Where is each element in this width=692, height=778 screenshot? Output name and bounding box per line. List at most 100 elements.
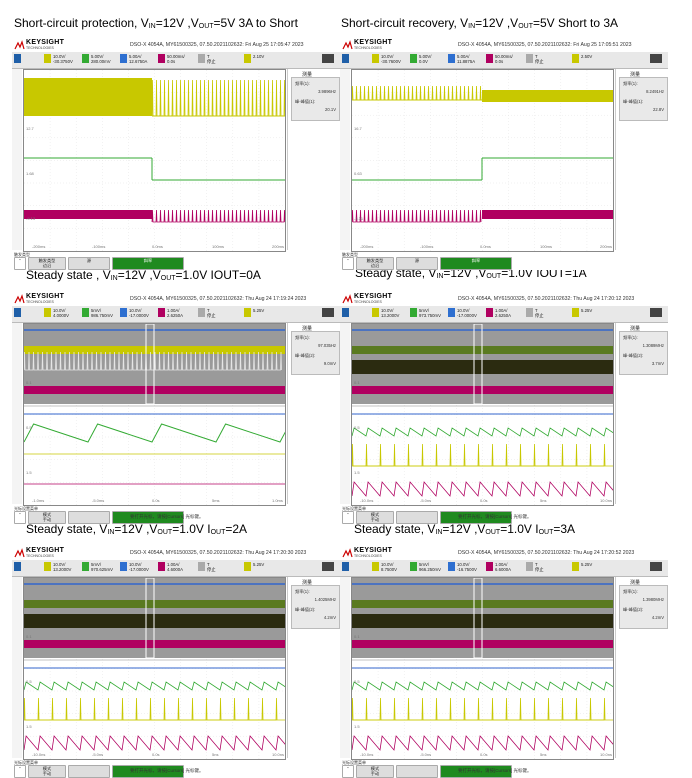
- x-tick-label: -5.0ms: [92, 498, 104, 503]
- channel-bar: 10.0V/8.7500V 5mV/966.250mV 10.0V/-16.75…: [340, 560, 668, 577]
- softkey-1[interactable]: 触发类型 边沿: [28, 257, 66, 270]
- channel-markers: [340, 69, 350, 250]
- softkey-2[interactable]: 源: [68, 257, 110, 270]
- menu-icon[interactable]: [322, 562, 336, 573]
- ch3-readout[interactable]: 10.0V/-17.0000V: [120, 562, 149, 573]
- timebase-readout[interactable]: T 停止: [526, 54, 544, 65]
- ch4-readout[interactable]: 1.00A/2.6250A: [158, 308, 183, 319]
- softkey-2[interactable]: [396, 511, 438, 524]
- measure-label-2: 峰-峰值(1):: [295, 99, 316, 104]
- timebase-readout[interactable]: T 停止: [526, 308, 544, 319]
- ch2-readout[interactable]: 5mV/973.750mV: [410, 308, 441, 319]
- ch4-readout[interactable]: 50.00ms/0.0s: [486, 54, 513, 65]
- ch2-readout[interactable]: 5mV/970.625mV: [82, 562, 113, 573]
- ch1-readout[interactable]: 10.0V/-30.3750V: [44, 54, 73, 65]
- menu-icon[interactable]: [650, 562, 664, 573]
- status-line: DSO-X 4054A, MY61500325, 07.50.202110263…: [458, 550, 635, 556]
- ch1-setting[interactable]: [14, 562, 23, 573]
- menu-icon[interactable]: [322, 54, 336, 65]
- ch1-readout[interactable]: 10.0V/13.2000V: [372, 308, 399, 319]
- timebase-readout[interactable]: T 停止: [198, 54, 216, 65]
- x-tick-label: 1.0ms: [272, 498, 283, 503]
- softkey-3[interactable]: [112, 511, 184, 524]
- ch1-setting[interactable]: [342, 54, 351, 65]
- ch4-readout[interactable]: 50.00ms/0.0s: [158, 54, 185, 65]
- ch1-readout[interactable]: 10.0V/13.2000V: [44, 562, 71, 573]
- y-tick-label: 0.5: [354, 679, 360, 684]
- x-tick-label: -200ms: [32, 244, 45, 249]
- ch1-setting[interactable]: [342, 308, 351, 319]
- trigger-readout[interactable]: 5.25V: [572, 308, 592, 319]
- softkey-2[interactable]: [396, 765, 438, 778]
- back-button[interactable]: ⌃: [342, 257, 354, 270]
- ch2-readout[interactable]: 5.00V/0.0V: [410, 54, 431, 65]
- ch3-readout[interactable]: 10.0V/-16.7500V: [448, 562, 477, 573]
- softkey-3[interactable]: 斜率: [112, 257, 184, 270]
- softkey-1[interactable]: 模式 手动: [356, 511, 394, 524]
- x-tick-label: -100ms: [420, 244, 433, 249]
- softkey-1[interactable]: 模式 手动: [28, 765, 66, 778]
- softkey-1[interactable]: 触发类型 边沿: [356, 257, 394, 270]
- ch3-readout[interactable]: 10.0V/-17.0000V: [120, 308, 149, 319]
- ch2-readout[interactable]: 5mV/966.250mV: [410, 562, 441, 573]
- softkey-3[interactable]: 斜率: [440, 257, 512, 270]
- ch1-readout[interactable]: 10.0V/4.0000V: [44, 308, 69, 319]
- caption-2: Short-circuit recovery, VIN=12V ,VOUT=5V…: [341, 16, 619, 30]
- softkey-2[interactable]: 源: [396, 257, 438, 270]
- keysight-logo-icon: [342, 294, 353, 304]
- menu-icon[interactable]: [650, 308, 664, 319]
- ch3-trace: [151, 209, 285, 223]
- ch1-setting[interactable]: [342, 562, 351, 573]
- ch1-setting[interactable]: [14, 308, 23, 319]
- softkey-1[interactable]: 模式 手动: [28, 511, 66, 524]
- x-tick-label: 0.0s: [152, 752, 160, 757]
- softkey-bar: 触发类型 ⌃ 触发类型 边沿 源 斜率: [12, 252, 340, 270]
- back-button[interactable]: ⌃: [14, 511, 26, 524]
- measure-box: 频率(1): 1.3089MHz 峰-峰值(2): 3.7mV: [619, 331, 668, 375]
- x-tick-label: 5ms: [212, 498, 220, 503]
- measure-value-2: 4.2mV: [323, 615, 336, 620]
- keysight-logo-icon: [14, 548, 25, 558]
- measure-label-2: 峰-峰值(2):: [623, 607, 644, 612]
- softkey-2[interactable]: [68, 511, 110, 524]
- zoom-window: [145, 578, 155, 659]
- cursor-message: 要打开光标，请按[Cursors] 光标键。: [130, 768, 204, 773]
- status-line: DSO-X 4054A, MY61500325, 07.50.202110263…: [458, 296, 635, 302]
- trigger-readout[interactable]: 5.25V: [572, 562, 592, 573]
- timebase-readout[interactable]: T 停止: [198, 562, 216, 573]
- measure-label-1: 频率(1):: [623, 589, 638, 594]
- back-button[interactable]: ⌃: [342, 511, 354, 524]
- back-button[interactable]: ⌃: [342, 765, 354, 778]
- trigger-readout[interactable]: 2.50V: [572, 54, 592, 65]
- ch3-readout[interactable]: 10.0V/-17.0000V: [448, 308, 477, 319]
- softkey-1[interactable]: 模式 手动: [356, 765, 394, 778]
- trigger-readout[interactable]: 2.10V: [244, 54, 264, 65]
- ch1-setting[interactable]: [14, 54, 23, 65]
- ch2-readout[interactable]: 5.00V/280.00mV: [82, 54, 111, 65]
- ch4-readout[interactable]: 1.00A/4.6000A: [158, 562, 183, 573]
- trigger-readout[interactable]: 5.25V: [244, 562, 264, 573]
- measure-panel: 测量 频率(1): 8.2491Hz 峰-峰值(1): 22.8V: [615, 69, 668, 250]
- back-button[interactable]: ⌃: [14, 257, 26, 270]
- softkey-title: 触发类型: [14, 252, 30, 257]
- x-tick-label: 10.0ns: [600, 752, 612, 757]
- ch4-readout[interactable]: 1.00A/6.6000A: [486, 562, 511, 573]
- timebase-readout[interactable]: T 停止: [526, 562, 544, 573]
- ch2-readout[interactable]: 5mV/986.750mV: [82, 308, 113, 319]
- ch4-readout[interactable]: 1.00A/2.6250A: [486, 308, 511, 319]
- ch1-readout[interactable]: 10.0V/8.7500V: [372, 562, 397, 573]
- brand-sub: TECHNOLOGIES: [354, 46, 382, 50]
- ch1-readout[interactable]: 10.0V/-30.7600V: [372, 54, 401, 65]
- ch1-trace: [151, 79, 285, 117]
- menu-icon[interactable]: [322, 308, 336, 319]
- ch3-readout[interactable]: 5.00A/12.6750A: [120, 54, 147, 65]
- brand-name: KEYSIGHT: [354, 39, 393, 46]
- back-button[interactable]: ⌃: [14, 765, 26, 778]
- timebase-readout[interactable]: T 停止: [198, 308, 216, 319]
- softkey-3[interactable]: [440, 511, 512, 524]
- trigger-readout[interactable]: 5.25V: [244, 308, 264, 319]
- ch2-trace: [352, 427, 613, 437]
- ch3-readout[interactable]: 5.00A/11.8875A: [448, 54, 475, 65]
- softkey-2[interactable]: [68, 765, 110, 778]
- menu-icon[interactable]: [650, 54, 664, 65]
